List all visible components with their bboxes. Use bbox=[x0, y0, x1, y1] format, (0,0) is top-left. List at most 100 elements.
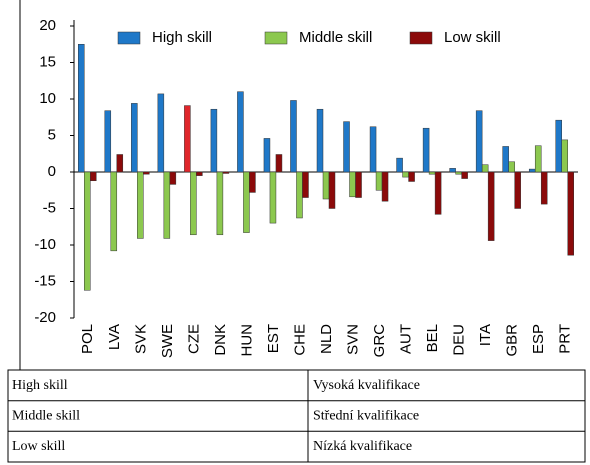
bar bbox=[249, 171, 256, 193]
bar bbox=[555, 119, 562, 173]
legend-swatch bbox=[264, 31, 288, 45]
bar bbox=[216, 171, 224, 236]
bar bbox=[481, 164, 489, 173]
bar bbox=[302, 171, 309, 198]
x-tick-label: AUT bbox=[398, 324, 415, 354]
bar bbox=[375, 171, 383, 191]
bar bbox=[184, 105, 191, 173]
bar bbox=[131, 103, 138, 173]
bar bbox=[116, 154, 124, 173]
bar bbox=[196, 171, 203, 176]
bar bbox=[475, 110, 483, 173]
bar bbox=[316, 108, 324, 173]
x-tick-label: CZE bbox=[185, 324, 202, 354]
bar bbox=[137, 171, 144, 239]
bar bbox=[355, 171, 362, 198]
legend-swatch bbox=[409, 31, 433, 45]
x-tick-label: DEU bbox=[451, 324, 468, 356]
table-border bbox=[7, 369, 586, 463]
bar bbox=[169, 171, 177, 185]
x-tick-label: DNK bbox=[212, 324, 229, 356]
x-tick-label: GBR bbox=[504, 324, 521, 357]
bar bbox=[237, 91, 244, 173]
y-tick-label: -10 bbox=[34, 236, 56, 253]
x-tick-label: GRC bbox=[371, 324, 388, 358]
table: High skill Vysoká kvalifikace Middle ski… bbox=[7, 369, 586, 463]
bar bbox=[528, 168, 536, 173]
x-tick-label: SVN bbox=[344, 324, 361, 355]
cell: Střední kvalifikace bbox=[313, 409, 419, 424]
x-tick-label: LVA bbox=[106, 324, 123, 350]
bar bbox=[455, 171, 462, 175]
x-tick-label: EST bbox=[265, 324, 282, 353]
y-tick-label: 15 bbox=[39, 53, 56, 70]
bar bbox=[534, 145, 542, 173]
x-tick-label: POL bbox=[79, 324, 96, 354]
bar bbox=[349, 171, 356, 198]
bar bbox=[508, 161, 515, 173]
bar bbox=[78, 44, 85, 173]
y-tick-label: -5 bbox=[43, 199, 56, 216]
bar bbox=[343, 121, 350, 173]
y-tick-label: 10 bbox=[39, 90, 56, 107]
bar bbox=[84, 171, 91, 291]
x-tick-label: CHE bbox=[291, 324, 308, 356]
legend-label: Middle skill bbox=[299, 29, 372, 46]
bar bbox=[449, 168, 456, 173]
bar bbox=[163, 171, 171, 239]
bar bbox=[422, 127, 430, 173]
bar bbox=[190, 171, 197, 236]
x-tick-label: PRT bbox=[557, 324, 574, 354]
bar bbox=[243, 171, 250, 233]
bar bbox=[487, 171, 495, 241]
bar bbox=[263, 138, 271, 173]
bar bbox=[104, 110, 112, 173]
legend-label: High skill bbox=[152, 29, 212, 46]
bar bbox=[402, 171, 409, 178]
cell: Middle skill bbox=[12, 409, 80, 424]
cell: Vysoká kvalifikace bbox=[313, 378, 420, 393]
bar bbox=[381, 171, 389, 202]
bar bbox=[540, 171, 548, 205]
bar bbox=[328, 171, 336, 209]
bar bbox=[322, 171, 330, 200]
y-tick-label: -20 bbox=[34, 309, 56, 326]
y-tick-label: 0 bbox=[48, 163, 56, 180]
bar bbox=[143, 171, 150, 175]
bar bbox=[434, 171, 442, 215]
legend-swatch bbox=[117, 31, 141, 45]
bar bbox=[110, 171, 118, 252]
bar bbox=[502, 146, 509, 173]
bar bbox=[461, 171, 468, 179]
bar bbox=[408, 171, 415, 182]
bar bbox=[222, 171, 230, 174]
bar bbox=[561, 139, 568, 173]
bar bbox=[275, 154, 283, 173]
bar bbox=[269, 171, 277, 224]
bar bbox=[567, 171, 574, 256]
bar bbox=[296, 171, 303, 219]
x-tick-label: ITA bbox=[477, 324, 494, 346]
bar bbox=[210, 108, 218, 173]
bar bbox=[514, 171, 521, 209]
bar bbox=[369, 126, 377, 173]
x-tick-label: NLD bbox=[318, 324, 335, 354]
legend-label: Low skill bbox=[444, 29, 501, 46]
bar bbox=[396, 157, 403, 173]
x-tick-label: SVK bbox=[132, 324, 149, 354]
x-tick-label: SWE bbox=[159, 324, 176, 358]
cell: Low skill bbox=[12, 439, 65, 454]
bar bbox=[290, 100, 297, 173]
y-tick-label: -15 bbox=[34, 272, 56, 289]
bar bbox=[157, 93, 165, 173]
y-tick-label: 20 bbox=[39, 17, 56, 34]
x-tick-label: ESP bbox=[530, 324, 547, 354]
bar bbox=[428, 171, 436, 175]
x-tick-label: BEL bbox=[424, 324, 441, 352]
bar bbox=[90, 171, 97, 182]
y-tick-label: 5 bbox=[48, 126, 56, 143]
x-tick-label: HUN bbox=[238, 324, 255, 357]
cell: Nízká kvalifikace bbox=[313, 439, 412, 454]
cell: High skill bbox=[12, 378, 68, 393]
